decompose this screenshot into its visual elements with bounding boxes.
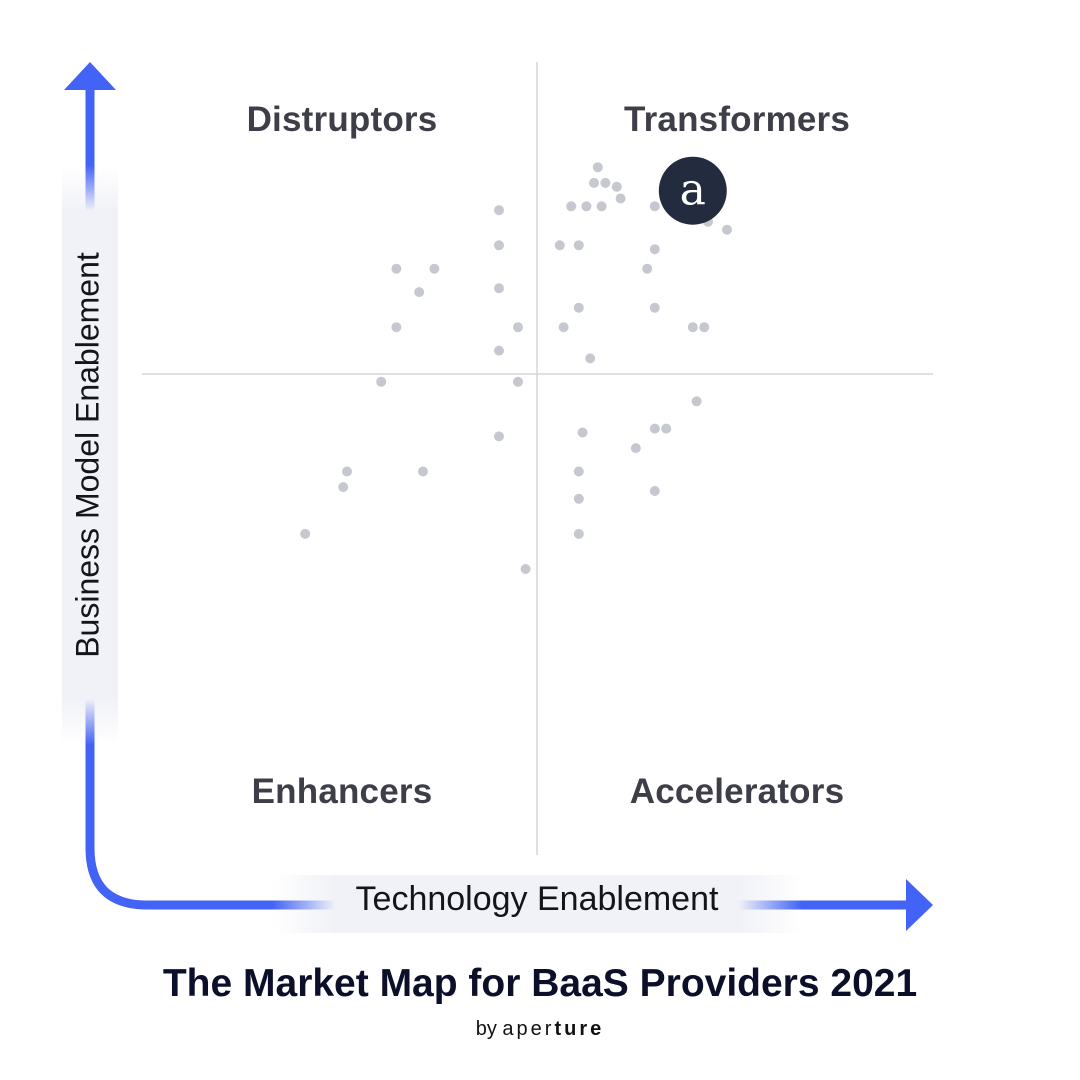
provider-point: [554, 240, 565, 251]
aperture-highlight-marker: a: [658, 156, 727, 225]
provider-point: [577, 427, 588, 438]
y-axis-label-background: [62, 165, 118, 745]
provider-point: [573, 528, 584, 539]
provider-point: [699, 322, 710, 333]
provider-point: [661, 423, 672, 434]
provider-point: [573, 240, 584, 251]
provider-point: [592, 162, 603, 173]
provider-point: [573, 302, 584, 313]
quadrant-label-distruptors: Distruptors: [246, 100, 438, 139]
axis-arrow-path: [85, 88, 910, 910]
provider-point: [722, 224, 732, 235]
x-axis-label-background: [272, 875, 802, 933]
x-axis-arrowhead: [906, 879, 933, 931]
provider-point: [494, 283, 504, 294]
provider-point: [566, 201, 577, 212]
provider-point: [687, 322, 698, 333]
provider-point: [513, 376, 523, 387]
provider-point: [429, 263, 440, 274]
provider-point: [649, 244, 660, 255]
provider-point: [391, 263, 402, 274]
provider-point: [573, 466, 584, 477]
brand-logo-text: aperture: [502, 1018, 604, 1040]
provider-point: [513, 322, 523, 333]
highlight-letter: a: [680, 165, 706, 216]
provider-point: [342, 466, 352, 477]
provider-point: [642, 263, 653, 274]
provider-point: [589, 177, 599, 188]
brand-light: aper: [502, 1018, 555, 1040]
provider-point: [338, 482, 349, 493]
provider-point: [494, 345, 504, 356]
provider-point: [376, 376, 387, 387]
provider-point: [391, 322, 402, 333]
y-axis-label: Business Model Enablement: [69, 252, 106, 658]
provider-point: [494, 205, 504, 216]
provider-point: [414, 287, 425, 298]
provider-point: [520, 564, 531, 574]
highlight-circle: [658, 156, 727, 225]
brand-bold: ture: [554, 1018, 605, 1040]
provider-point: [585, 353, 596, 364]
provider-point: [581, 201, 592, 212]
quadrant-label-enhancers: Enhancers: [251, 772, 433, 811]
provider-point: [691, 396, 702, 407]
x-axis-label: Technology Enablement: [355, 880, 719, 918]
provider-point: [630, 443, 641, 454]
provider-point: [418, 466, 428, 477]
provider-point: [649, 201, 660, 212]
provider-point: [494, 431, 504, 442]
provider-point: [649, 486, 660, 496]
y-axis-arrowhead: [64, 62, 116, 90]
provider-point: [611, 181, 622, 192]
provider-point: [649, 423, 660, 434]
provider-point: [600, 177, 611, 188]
provider-point: [649, 302, 660, 313]
byline-prefix: by: [475, 1018, 497, 1040]
byline: by aperture: [0, 1018, 1080, 1041]
chart-title: The Market Map for BaaS Providers 2021: [162, 962, 918, 1005]
provider-point: [615, 193, 626, 204]
provider-point: [573, 493, 584, 504]
quadrant-label-accelerators: Accelerators: [629, 772, 845, 811]
provider-point: [558, 322, 569, 333]
provider-point: [494, 240, 504, 251]
quadrant-label-transformers: Transformers: [623, 100, 851, 139]
provider-point: [596, 201, 607, 212]
provider-point: [300, 528, 311, 539]
